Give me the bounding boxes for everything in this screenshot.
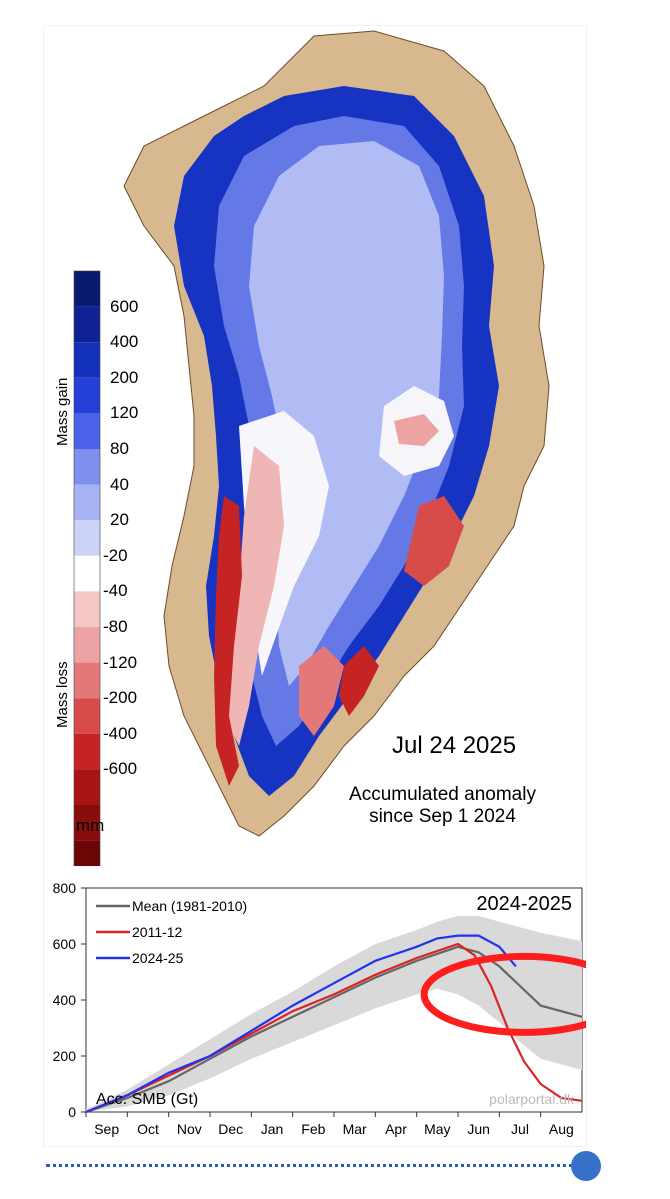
chart-ytick-label: 600 (53, 936, 77, 952)
chart-legend-label: 2011-12 (132, 924, 183, 940)
chart-xtick-label: Oct (137, 1121, 159, 1137)
content-card: Mass gain Mass loss 600 400 200 120 80 40 20 -2… (44, 26, 586, 1146)
colorbar-swatch (74, 377, 100, 414)
carousel-progress-knob[interactable] (571, 1151, 601, 1181)
colorbar-tick-label: -200 (103, 688, 138, 708)
smb-chart: 0 200 400 600 800 Sep Oct Nov Dec Jan Feb Mar Apr May… (53, 880, 586, 1137)
loss-zone-east (404, 496, 464, 586)
colorbar-swatch (74, 413, 100, 449)
colorbar-tick-label: -40 (103, 581, 128, 601)
loss-zone-southeast (339, 646, 379, 716)
colorbar-swatch (74, 662, 100, 699)
chart-xtick-label: Sep (94, 1121, 119, 1137)
map-caption-line1: Accumulated anomaly (349, 784, 536, 805)
chart-legend-label: Mean (1981-2010) (132, 898, 247, 914)
colorbar-swatch (74, 627, 100, 663)
colorbar-tick-label: 400 (110, 332, 139, 352)
colorbar-tick-label: -400 (103, 723, 138, 743)
colorbar-swatch (74, 520, 100, 556)
colorbar-swatch (74, 449, 100, 485)
colorbar-swatch (74, 555, 100, 592)
colorbar-tick-label: 40 (110, 474, 129, 494)
chart-ylabel: Acc. SMB (Gt) (96, 1091, 198, 1108)
chart-xtick-label: Jun (467, 1121, 490, 1137)
chart-ytick-label: 400 (53, 992, 77, 1008)
chart-title: 2024-2025 (476, 893, 572, 915)
chart-xtick-label: Mar (343, 1121, 367, 1137)
chart-xtick-label: Feb (301, 1121, 325, 1137)
chart-series-line (85, 945, 583, 1114)
colorbar-tick-label: -600 (103, 759, 138, 779)
colorbar-swatch (74, 733, 100, 770)
colorbar-loss-title: Mass loss (54, 661, 71, 728)
colorbar (73, 270, 101, 866)
colorbar-tick-label: -20 (103, 545, 128, 565)
chart-ytick-label: 200 (53, 1048, 77, 1064)
highlight-circle (420, 952, 586, 1036)
chart-legend-label: 2024-25 (132, 950, 184, 966)
loss-zone-west (224, 446, 284, 746)
colorbar-tick-label: 200 (110, 367, 139, 387)
colorbar-tick-label: -120 (103, 652, 138, 672)
chart-xtick-label: Jul (511, 1121, 529, 1137)
colorbar-tick-label: -80 (103, 617, 128, 636)
colorbar-tick-label: 20 (110, 510, 129, 530)
chart-xtick-label: Nov (177, 1121, 202, 1137)
map-caption: Accumulated anomaly since Sep 1 2024 (320, 784, 565, 828)
chart-xtick-label: Apr (385, 1121, 407, 1137)
colorbar-tick-label: 600 (110, 296, 139, 316)
colorbar-unit: mm (76, 816, 105, 835)
colorbar-swatch (74, 484, 100, 521)
loss-zone-east-small (394, 414, 439, 446)
colorbar-gain-title: Mass gain (54, 377, 71, 446)
loss-zone-west-edge (214, 496, 242, 786)
colorbar-tick-label: 120 (110, 403, 139, 423)
colorbar-swatch (74, 840, 100, 866)
colorbar-swatch (74, 591, 100, 627)
chart-xtick-label: Aug (549, 1121, 574, 1137)
chart-watermark: polarportal.dk (489, 1091, 575, 1107)
colorbar-swatch (74, 769, 100, 805)
chart-series-line (85, 934, 517, 1114)
colorbar-frame (73, 270, 101, 866)
chart-ytick-label: 800 (53, 880, 77, 896)
colorbar-swatch (74, 342, 100, 378)
map-caption-line2: since Sep 1 2024 (369, 806, 516, 827)
colorbar-swatch (74, 306, 100, 343)
colorbar-swatch (74, 805, 100, 841)
loss-zone-south (299, 646, 344, 736)
colorbar-swatch (74, 698, 100, 734)
chart-ytick-label: 0 (68, 1104, 76, 1120)
chart-xtick-label: May (424, 1121, 450, 1137)
chart-xtick-label: Jan (261, 1121, 284, 1137)
chart-xtick-label: Dec (218, 1121, 243, 1137)
greenland-map (123, 30, 550, 837)
map-date: Jul 24 2025 (392, 732, 517, 759)
carousel-progress-track[interactable] (46, 1164, 586, 1167)
colorbar-swatch (74, 271, 100, 307)
colorbar-tick-label: 80 (110, 439, 129, 458)
